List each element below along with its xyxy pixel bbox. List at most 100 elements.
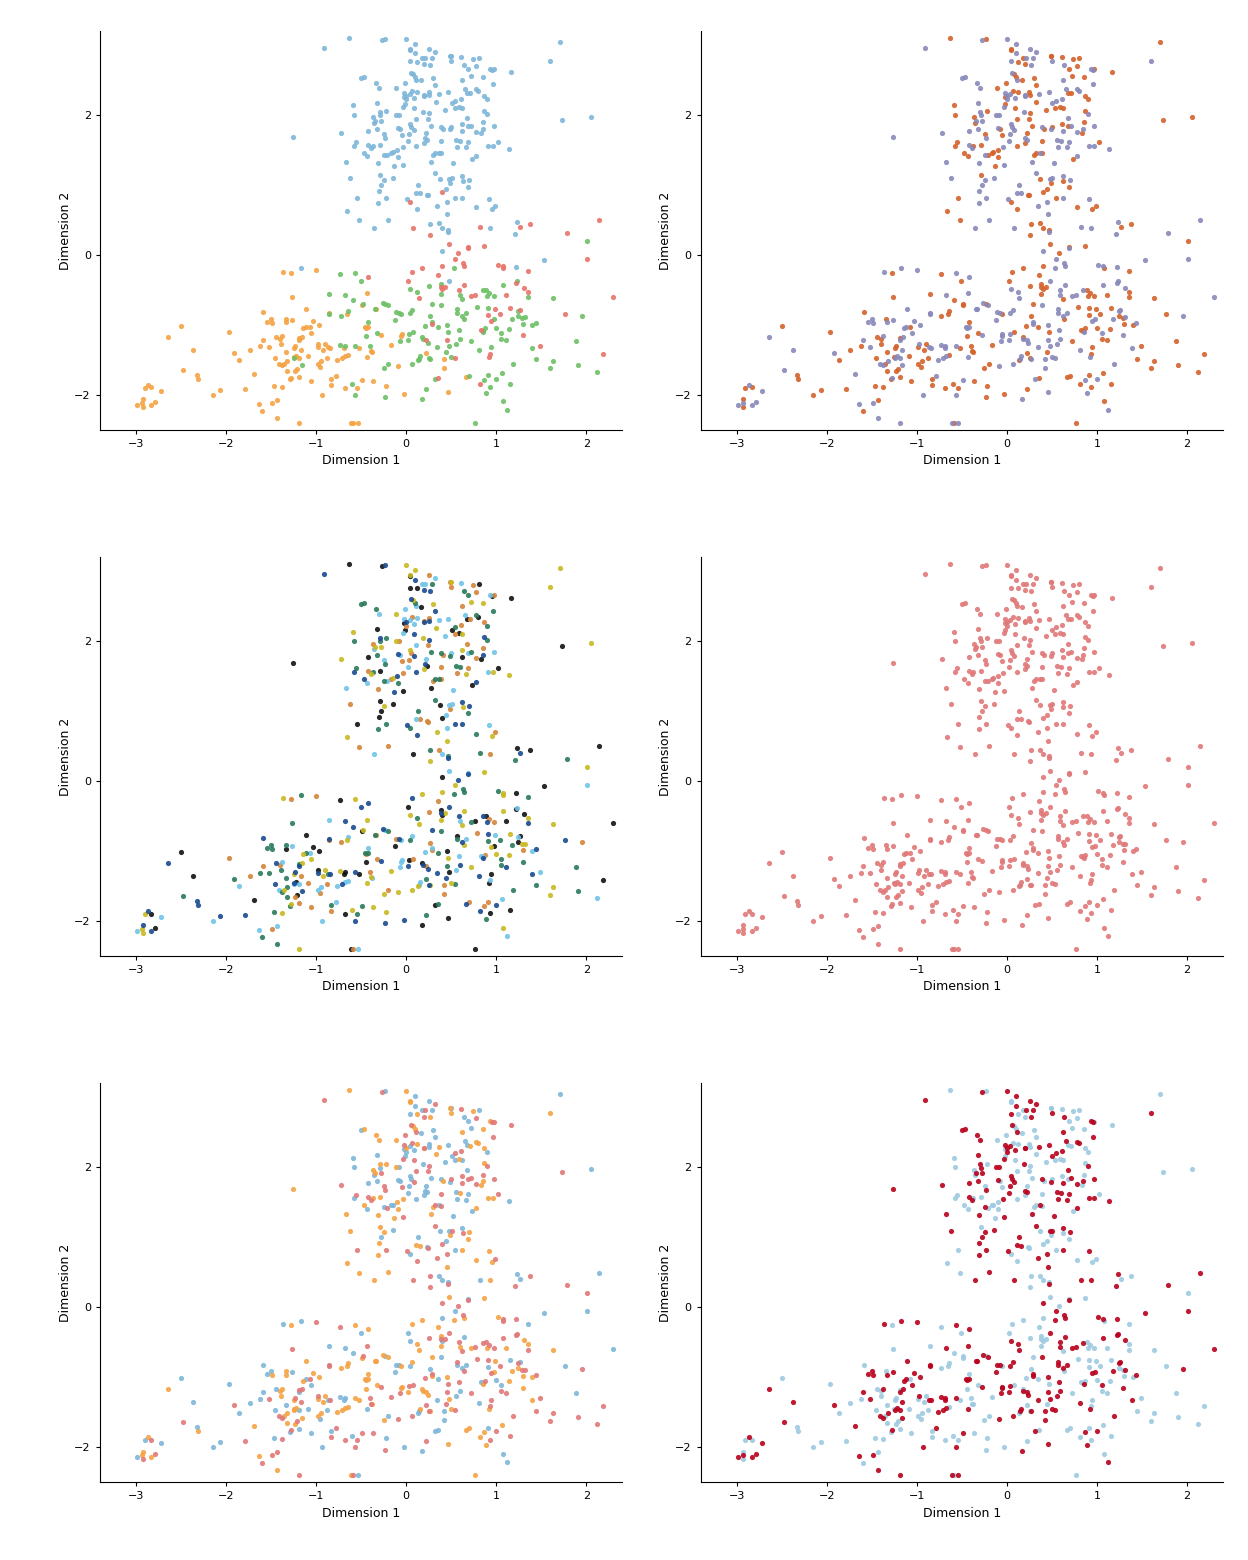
Point	[389, 301, 409, 326]
Point	[374, 126, 394, 151]
Point	[382, 332, 402, 357]
Point	[530, 860, 550, 885]
Point	[1007, 707, 1027, 732]
Point	[374, 1343, 394, 1368]
Point	[339, 165, 359, 190]
Point	[422, 838, 442, 863]
Point	[1058, 761, 1078, 786]
X-axis label: Dimension 1: Dimension 1	[322, 1507, 401, 1519]
Point	[921, 1418, 941, 1443]
Point	[1035, 874, 1055, 899]
Point	[394, 612, 414, 636]
Point	[403, 1373, 423, 1398]
Point	[132, 395, 152, 420]
Point	[922, 1424, 942, 1449]
Point	[364, 111, 384, 136]
Point	[1015, 1182, 1035, 1207]
Point	[412, 1376, 432, 1401]
Point	[141, 902, 161, 927]
Point	[909, 861, 929, 886]
Point	[941, 165, 961, 190]
Point	[1026, 89, 1046, 114]
Point	[1058, 1182, 1078, 1207]
Point	[1070, 339, 1090, 363]
Point	[1189, 207, 1209, 232]
Point	[473, 115, 493, 140]
Point	[1058, 114, 1078, 139]
Point	[399, 321, 419, 346]
Point	[992, 649, 1012, 674]
Point	[339, 693, 359, 718]
Point	[442, 618, 462, 643]
Point	[399, 1373, 419, 1398]
Point	[996, 618, 1016, 643]
Point	[1020, 1134, 1040, 1159]
Point	[412, 571, 432, 596]
Point	[952, 894, 972, 919]
Point	[510, 214, 530, 239]
Point	[1052, 1164, 1072, 1189]
Point	[1087, 367, 1107, 392]
Point	[444, 621, 464, 646]
Point	[441, 117, 461, 142]
Point	[441, 641, 461, 666]
Point	[1056, 76, 1076, 101]
Point	[432, 1167, 452, 1192]
Point	[1088, 253, 1108, 278]
Point	[1007, 134, 1027, 159]
Point	[388, 880, 408, 905]
Point	[1023, 591, 1043, 616]
Point	[404, 95, 424, 120]
Point	[336, 1335, 356, 1360]
Point	[466, 1463, 485, 1488]
Point	[483, 1335, 503, 1360]
Point	[909, 351, 929, 376]
Point	[1085, 833, 1104, 858]
Point	[353, 140, 373, 165]
Point	[327, 874, 347, 899]
Point	[998, 328, 1018, 353]
Point	[337, 1251, 357, 1276]
Point	[1106, 222, 1126, 246]
Point	[436, 1150, 456, 1175]
Point	[870, 878, 890, 903]
Point	[938, 869, 958, 894]
Point	[357, 1396, 377, 1421]
Point	[429, 736, 449, 761]
Point	[911, 1401, 931, 1426]
Point	[1045, 782, 1065, 807]
Point	[369, 75, 389, 100]
Point	[453, 1221, 473, 1246]
Point	[429, 211, 449, 236]
Point	[412, 782, 432, 807]
Point	[1114, 1363, 1134, 1388]
Point	[441, 114, 461, 139]
Point	[388, 641, 408, 666]
Point	[1119, 1337, 1139, 1362]
Point	[1053, 1120, 1073, 1145]
Point	[1107, 254, 1127, 279]
Point	[173, 1410, 193, 1435]
Point	[388, 115, 408, 140]
Point	[507, 780, 527, 805]
Point	[1060, 363, 1080, 388]
Point	[493, 388, 513, 413]
Point	[393, 660, 413, 685]
Point	[477, 284, 497, 309]
Point	[449, 1370, 469, 1395]
Point	[1178, 1299, 1198, 1324]
Point	[1007, 1186, 1027, 1211]
Point	[422, 675, 442, 700]
Point	[483, 660, 503, 685]
Point	[938, 1395, 958, 1420]
Point	[1106, 747, 1126, 772]
Point	[991, 855, 1011, 880]
Point	[1038, 853, 1058, 878]
Point	[409, 1396, 429, 1421]
Point	[488, 253, 508, 278]
Point	[432, 239, 452, 264]
Point	[1058, 1287, 1078, 1312]
Point	[1058, 1287, 1078, 1312]
Point	[211, 903, 231, 928]
Point	[499, 663, 519, 688]
